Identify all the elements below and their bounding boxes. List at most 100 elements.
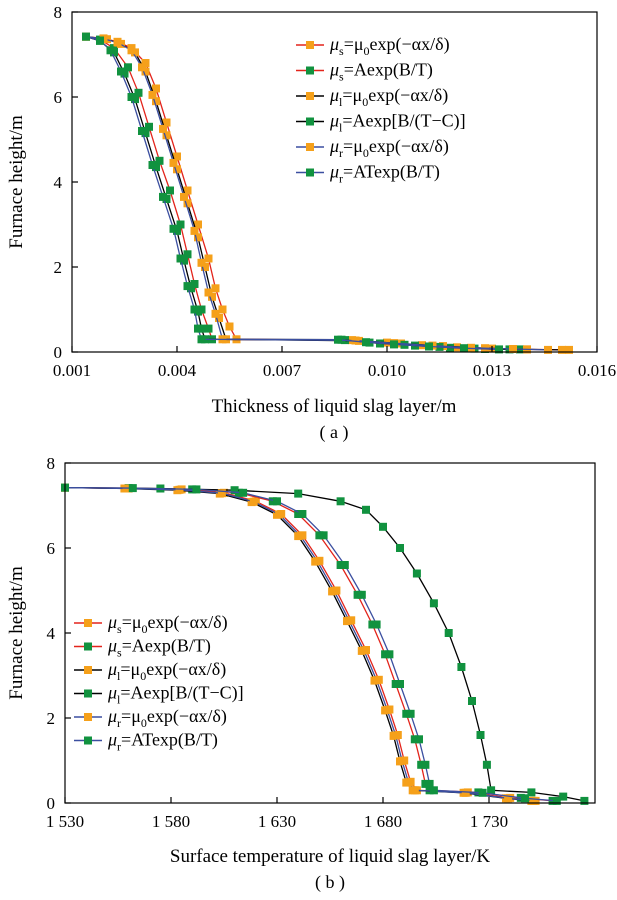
legend-entry-a-4: μr=μ0exp(−αx/δ) (329, 136, 449, 160)
panel-label-a: ( a ) (320, 422, 349, 443)
y-tick-label-a-3: 6 (54, 88, 63, 107)
data-point-b-5-14 (421, 760, 430, 769)
data-point-a-4-7 (169, 158, 178, 167)
data-point-b-4-12 (383, 705, 392, 714)
data-point-a-0-21 (565, 345, 573, 354)
data-point-b-3-17 (559, 792, 568, 801)
legend-subscript: s (117, 646, 122, 660)
data-point-a-5-6 (148, 161, 157, 169)
data-point-a-1-10 (190, 280, 199, 288)
data-point-a-5-9 (176, 254, 185, 263)
data-point-a-4-14 (351, 336, 360, 345)
data-point-b-3-12 (468, 697, 476, 705)
panel-label-b: ( b ) (315, 872, 345, 893)
y-axis-label-a: Furnace height/m (6, 115, 27, 249)
legend-subscript: l (339, 121, 343, 135)
data-point-a-5-12 (194, 324, 202, 333)
data-point-b-1-16 (425, 786, 434, 795)
y-tick-label-b-3: 6 (47, 539, 56, 558)
x-tick-label-a-3: 0.010 (368, 361, 406, 380)
legend-formula: =ATexp(B/T) (121, 730, 218, 751)
legend-formula-tail: exp(−αx/δ) (368, 85, 448, 106)
legend-marker-a-1 (306, 66, 314, 75)
data-point-b-5-15 (425, 779, 434, 788)
data-point-b-4-11 (372, 676, 381, 685)
data-point-b-4-19 (529, 796, 538, 805)
legend-entry-a-2: μl=μ0exp(−αx/δ) (329, 85, 448, 109)
data-point-a-0-8 (183, 186, 192, 195)
data-point-a-0-12 (218, 305, 227, 314)
x-tick-label-a-2: 0.007 (263, 361, 302, 380)
data-point-a-5-4 (127, 93, 136, 101)
plot-area-b (61, 483, 589, 805)
data-point-a-4-11 (204, 288, 213, 297)
data-point-a-0-5 (152, 84, 160, 93)
data-point-a-5-16 (390, 340, 398, 349)
data-point-b-4-16 (410, 786, 419, 795)
data-point-a-5-19 (495, 345, 503, 354)
legend-marker-b-5 (84, 736, 92, 745)
data-point-a-1-8 (176, 220, 185, 229)
legend-entry-a-1: μs=Aexp(B/T) (329, 60, 433, 84)
data-point-b-1-15 (421, 779, 430, 788)
data-point-b-5-7 (340, 561, 349, 569)
legend-marker-a-2 (306, 92, 314, 100)
legend-entry-b-0: μs=μ0exp(−αx/δ) (107, 612, 228, 636)
data-point-b-5-10 (385, 650, 394, 659)
data-point-b-3-15 (487, 786, 496, 795)
data-point-b-3-11 (457, 663, 466, 671)
legend-formula: =Aexp[B/(T−C)] (342, 111, 465, 132)
y-tick-label-a-1: 2 (54, 258, 63, 277)
x-tick-label-b-1: 1 580 (152, 812, 190, 831)
data-point-b-4-7 (313, 557, 322, 566)
legend-formula: =Aexp[B/(T−C)] (120, 683, 243, 704)
legend-marker-a-5 (306, 168, 314, 177)
data-point-a-5-11 (190, 305, 199, 314)
legend-formula: =μ (344, 34, 364, 54)
series-line-a-1 (85, 35, 521, 351)
data-point-a-2-9 (194, 233, 202, 242)
data-point-b-1-6 (315, 531, 324, 540)
series-line-a-4 (85, 35, 549, 351)
legend-formula: =μ (122, 612, 142, 632)
legend-formula: =Aexp(B/T) (344, 60, 433, 81)
data-point-b-5-16 (429, 786, 438, 795)
data-point-a-0-7 (173, 152, 181, 161)
data-point-a-5-5 (138, 127, 146, 135)
data-point-a-2-5 (152, 97, 160, 106)
legend-symbol: μ (107, 659, 117, 679)
data-point-a-4-10 (197, 258, 206, 267)
legend-entry-b-3: μl=Aexp[B/(T−C)] (107, 683, 244, 707)
data-point-b-3-8 (412, 569, 421, 578)
y-tick-label-a-4: 8 (54, 3, 63, 22)
legend-entry-b-4: μr=μ0exp(−αx/δ) (107, 706, 227, 730)
legend-entry-a-3: μl=Aexp[B/(T−C)] (329, 111, 466, 135)
data-point-a-5-18 (460, 344, 468, 353)
data-point-b-5-1 (128, 484, 137, 493)
y-tick-label-b-2: 4 (47, 624, 56, 643)
data-point-b-1-10 (381, 650, 390, 659)
data-point-a-5-14 (334, 335, 342, 344)
data-point-a-5-7 (159, 192, 167, 201)
legend-marker-b-1 (84, 642, 92, 651)
legend-formula-tail: exp(−αx/δ) (147, 706, 227, 727)
data-point-b-1-12 (402, 709, 411, 718)
legend-subscript: 0 (362, 95, 368, 109)
legend-subscript: 0 (363, 146, 369, 160)
legend-subscript: 0 (141, 716, 147, 730)
data-point-a-2-8 (183, 199, 192, 208)
data-point-b-1-11 (391, 680, 400, 688)
series-line-a-0 (85, 35, 570, 351)
data-point-a-5-3 (117, 67, 125, 76)
axes-b: 1 530 1 580 1 630 1 680 1 730 0 2 4 6 8 (46, 454, 508, 831)
legend-subscript: r (339, 172, 343, 186)
data-point-b-3-5 (362, 505, 370, 514)
data-point-a-5-10 (183, 282, 192, 291)
data-point-a-5-8 (169, 224, 178, 233)
data-point-b-3-10 (444, 629, 453, 637)
series-line-a-5 (85, 35, 500, 351)
data-point-b-4-10 (359, 646, 368, 655)
legend-formula-tail: exp(−αx/δ) (369, 136, 449, 157)
data-point-b-3-4 (336, 497, 345, 506)
